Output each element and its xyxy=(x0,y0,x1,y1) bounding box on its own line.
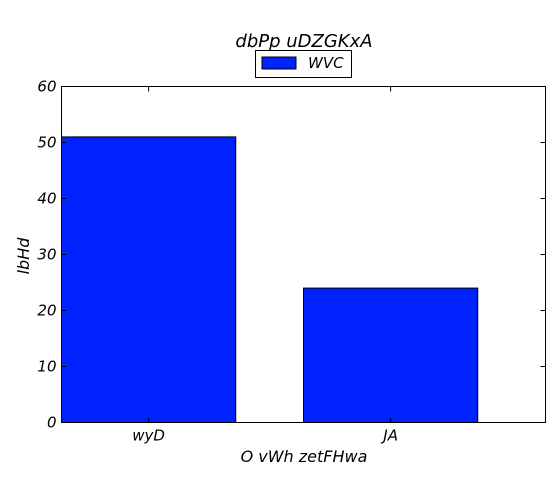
plot-frame xyxy=(61,86,546,423)
bar-group xyxy=(61,136,479,423)
legend: WVC xyxy=(255,50,352,78)
y-tick-label: 50 xyxy=(37,134,56,152)
bar-JA xyxy=(303,287,479,423)
chart-title: dbPp uDZGKxA xyxy=(235,31,372,52)
y-tick-label: 40 xyxy=(37,190,56,208)
legend-swatch xyxy=(261,56,297,70)
x-axis-ticks: wyD JA xyxy=(132,86,398,445)
legend-label: WVC xyxy=(308,54,344,72)
y-tick-label: 30 xyxy=(37,246,56,264)
bar-wyD xyxy=(61,136,237,423)
y-axis-label: lbHd xyxy=(14,237,33,275)
x-axis-label: O vWh zetFHwa xyxy=(241,447,368,466)
y-tick-label: 0 xyxy=(47,414,57,432)
x-tick-label: wyD xyxy=(132,427,165,445)
y-tick-label: 20 xyxy=(37,302,56,320)
x-tick-label: JA xyxy=(380,427,398,445)
y-tick-label: 60 xyxy=(37,78,56,96)
y-axis-ticks: 0 10 20 30 40 50 60 xyxy=(37,78,546,432)
y-tick-label: 10 xyxy=(37,358,56,376)
